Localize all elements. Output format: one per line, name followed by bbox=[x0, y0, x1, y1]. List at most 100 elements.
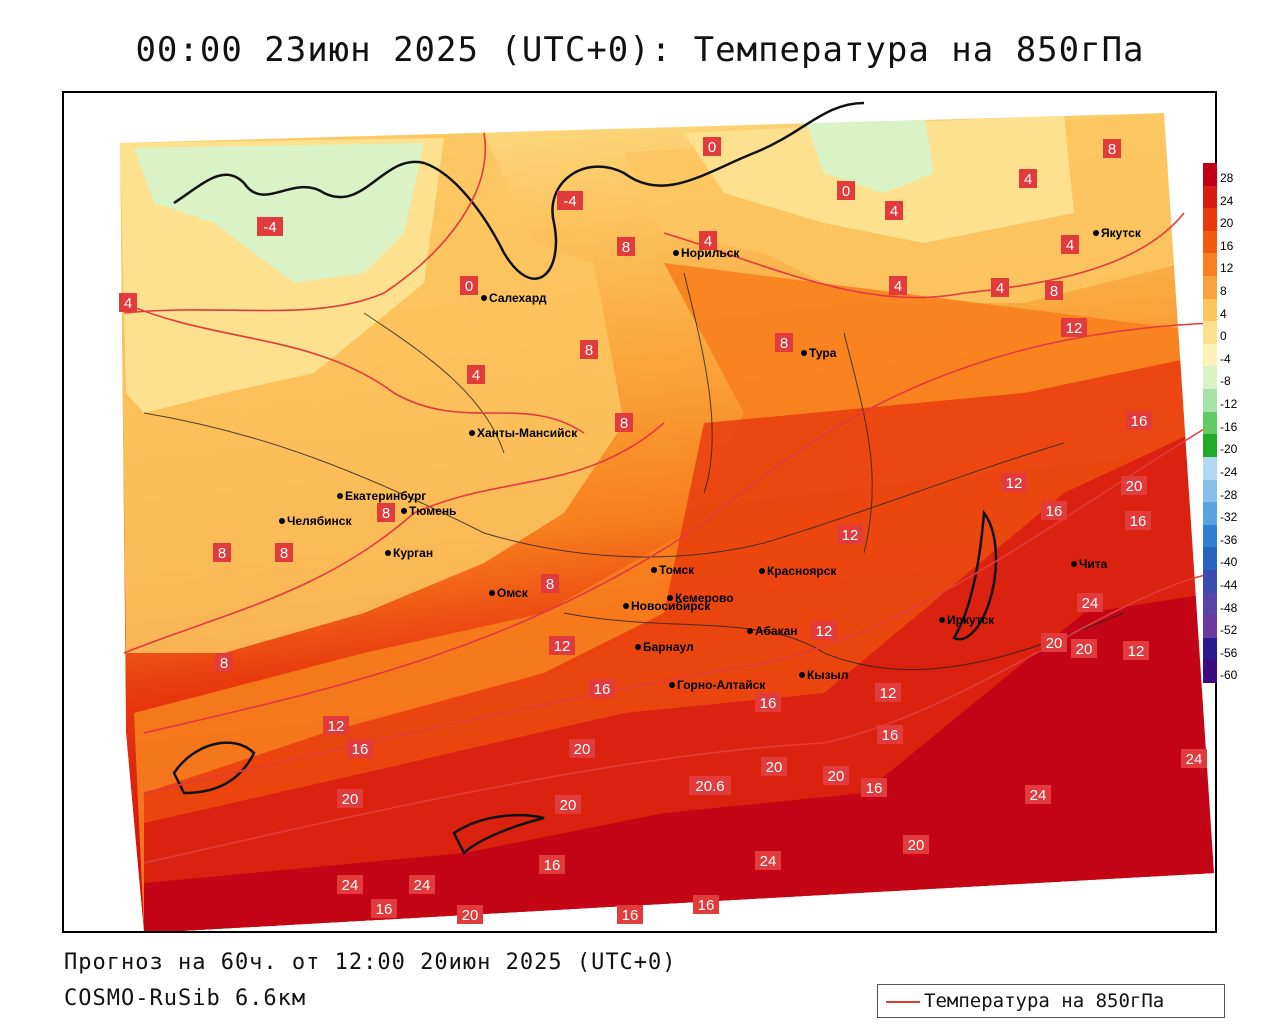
city-marker bbox=[279, 518, 285, 524]
isotherm-label: 4 bbox=[472, 367, 480, 384]
isotherm-label-box bbox=[1103, 139, 1121, 158]
isotherm-label-box bbox=[1061, 318, 1087, 337]
colorbar-step bbox=[1203, 366, 1217, 390]
city-label: Якутск bbox=[1101, 226, 1142, 240]
isotherm-label-box bbox=[580, 340, 598, 359]
city-label: Ханты-Мансийск bbox=[477, 426, 578, 440]
isotherm-label: 12 bbox=[816, 623, 833, 640]
isotherm-label-box bbox=[775, 333, 793, 352]
isotherm-label-box bbox=[755, 693, 781, 712]
isotherm-label-box bbox=[589, 679, 615, 698]
isotherm-label-box bbox=[1041, 501, 1067, 520]
colorbar-step bbox=[1203, 569, 1217, 594]
cold-zone-west bbox=[134, 143, 424, 283]
city-label: Курган bbox=[393, 546, 433, 560]
colorbar-step bbox=[1203, 389, 1217, 413]
city-marker bbox=[385, 550, 391, 556]
isotherm-label: 16 bbox=[866, 780, 883, 797]
colorbar-step bbox=[1203, 343, 1217, 367]
city-marker bbox=[635, 644, 641, 650]
isotherm-label: 4 bbox=[996, 280, 1004, 297]
city-marker bbox=[799, 672, 805, 678]
isotherm-label: 16 bbox=[1131, 413, 1148, 430]
city-label: Горно-Алтайск bbox=[677, 678, 766, 692]
isotherm-label: 4 bbox=[124, 295, 132, 312]
isotherm-4 bbox=[123, 302, 585, 434]
colorbar-tick-label: -36 bbox=[1220, 532, 1238, 547]
isotherm-label-box bbox=[889, 276, 907, 295]
colorbar-step bbox=[1203, 502, 1217, 526]
isotherm-label: 4 bbox=[894, 278, 902, 295]
colorbar-step bbox=[1203, 298, 1217, 322]
cold-zone-northeast bbox=[804, 113, 934, 193]
isotherm-label-box bbox=[337, 789, 363, 808]
colorbar-tick-label: -20 bbox=[1220, 442, 1238, 457]
isotherm-label-box bbox=[539, 855, 565, 874]
city-label: Екатеринбург bbox=[345, 489, 426, 503]
isotherm-label-box bbox=[337, 875, 363, 894]
isotherm-label-box bbox=[119, 293, 137, 312]
isotherm-label: 8 bbox=[220, 655, 228, 672]
isotherm-label: 12 bbox=[842, 527, 859, 544]
isotherm-label-box bbox=[1019, 169, 1037, 188]
colorbar-step bbox=[1203, 524, 1217, 548]
isotherm-label: 16 bbox=[544, 857, 561, 874]
city-marker bbox=[669, 682, 675, 688]
colorbar-step bbox=[1203, 660, 1217, 684]
isotherm-label-box bbox=[617, 237, 635, 256]
city-marker bbox=[801, 350, 807, 356]
city-label: Тюмень bbox=[409, 504, 456, 518]
map-title: 00:00 23июн 2025 (UTC+0): Температура на… bbox=[135, 30, 1145, 70]
isotherm-label: 12 bbox=[1006, 475, 1023, 492]
isotherm-label-box bbox=[347, 739, 373, 758]
city-label: Норильск bbox=[681, 246, 740, 260]
isotherm-label: 16 bbox=[594, 681, 611, 698]
isotherm-label: 0 bbox=[842, 183, 850, 200]
city-label: Омск bbox=[497, 586, 529, 600]
isotherm-label-box bbox=[1077, 593, 1103, 612]
isotherm-label-box bbox=[257, 217, 283, 236]
isotherm-label-box bbox=[875, 683, 901, 702]
isotherm-label-box bbox=[823, 766, 849, 785]
colorbar-tick-label: 12 bbox=[1220, 261, 1234, 276]
caspian-outline bbox=[172, 741, 256, 795]
isotherm-12 bbox=[143, 322, 1215, 734]
isotherm-label: 12 bbox=[1128, 643, 1145, 660]
colorbar-step bbox=[1203, 615, 1217, 639]
isotherm-label-box bbox=[460, 276, 478, 295]
isotherm-label: 8 bbox=[382, 505, 390, 522]
city-marker bbox=[481, 295, 487, 301]
isotherm-label: 20 bbox=[462, 907, 479, 924]
city-marker bbox=[1093, 230, 1099, 236]
isotherm-label-box bbox=[1001, 473, 1027, 492]
colorbar-tick-label: 16 bbox=[1220, 238, 1234, 253]
colorbar-tick-label: -8 bbox=[1220, 374, 1231, 389]
colorbar-step bbox=[1203, 411, 1217, 435]
isotherm-label: 0 bbox=[708, 139, 716, 156]
isotherm-label: 8 bbox=[1108, 141, 1116, 158]
isotherm-label-box bbox=[861, 778, 887, 797]
city-label: Кемерово bbox=[675, 591, 734, 605]
isotherm-label: 4 bbox=[704, 233, 712, 250]
isotherm-label-box bbox=[541, 574, 559, 593]
isotherm-label-box bbox=[1061, 235, 1079, 254]
isotherm-label-box bbox=[275, 543, 293, 562]
isotherm-label: 12 bbox=[554, 638, 571, 655]
city-marker bbox=[667, 595, 673, 601]
isotherm-label-box bbox=[689, 776, 731, 795]
lake-baikal bbox=[952, 509, 998, 641]
legend-label: Температура на 850гПа bbox=[924, 990, 1165, 1012]
isotherm-label-box bbox=[555, 795, 581, 814]
coastline bbox=[173, 101, 865, 280]
isotherm-label: 20 bbox=[1046, 635, 1063, 652]
isotherm-label-box bbox=[1125, 511, 1151, 530]
isotherm-label-box bbox=[877, 725, 903, 744]
isotherm-label-box bbox=[457, 905, 483, 924]
isotherm-20 bbox=[143, 572, 1215, 864]
isotherm-label: 4 bbox=[1066, 237, 1074, 254]
admin-borders bbox=[143, 272, 1125, 671]
isotherm-label-box bbox=[703, 137, 721, 156]
colorbar-step bbox=[1203, 276, 1217, 300]
colorbar-tick-label: -28 bbox=[1220, 487, 1238, 502]
colorbar-tick-label: 28 bbox=[1220, 171, 1234, 185]
